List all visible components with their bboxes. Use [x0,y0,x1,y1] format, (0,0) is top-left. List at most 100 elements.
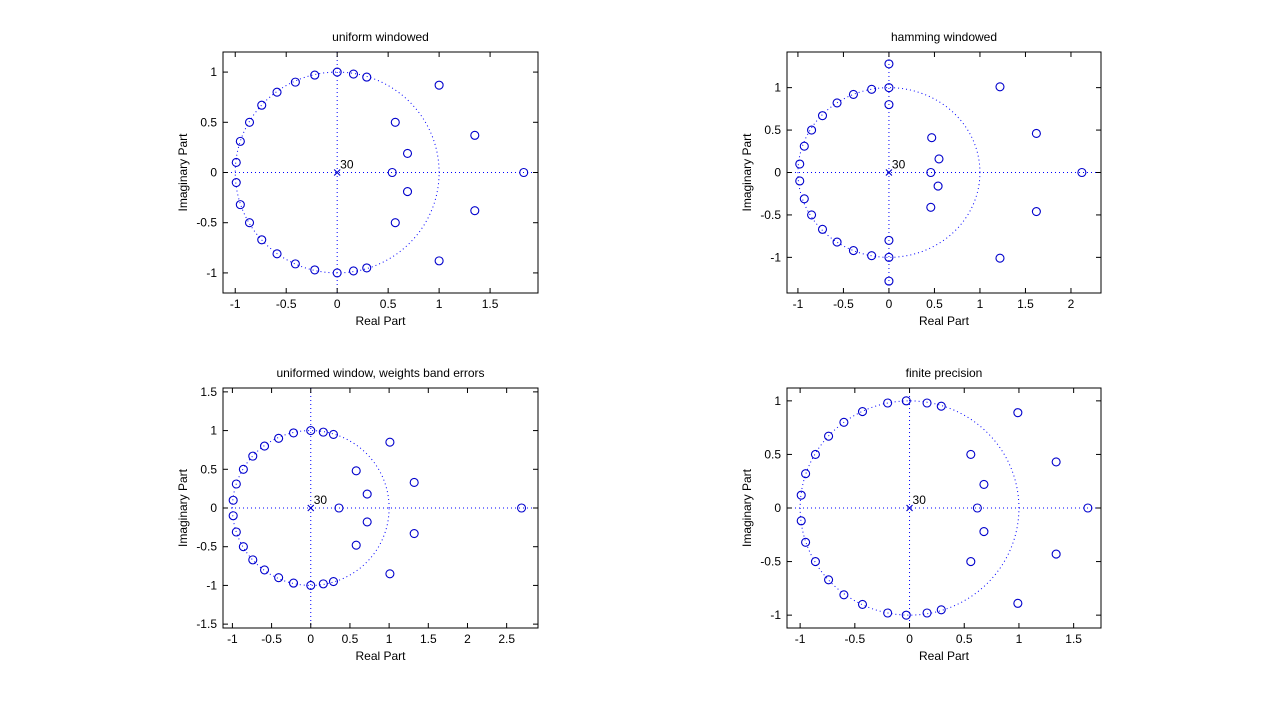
zero-marker [248,451,258,461]
y-tick-label: 1 [774,394,781,408]
zero-marker [390,117,400,127]
zero-marker [857,599,868,609]
zero-marker [274,433,284,443]
y-tick-label: -0.5 [760,555,781,569]
zero-marker [810,449,820,459]
zplane-subplot-1: -1 -0.5 0 0.5 1 1.5 -1 -0.5 0 0.5 1 30 uniform windo… [176,30,539,328]
zero-marker [290,259,300,269]
x-tick-label: 0 [906,632,913,646]
zero-marker [434,256,444,266]
zero-marker [244,117,255,127]
zero-marker [979,479,989,489]
pole-multiplicity-label: 30 [892,158,906,172]
zero-marker [884,100,894,110]
y-tick-label: 1.5 [200,385,217,399]
zero-marker [799,194,809,204]
zero-marker [884,235,894,245]
x-tick-label: 0 [886,297,893,311]
zero-marker [848,246,858,256]
zero-marker [231,479,241,489]
y-tick-label: 0.5 [764,447,781,461]
x-tick-label: -1 [227,632,238,646]
zero-marker [470,130,480,140]
zero-marker [231,157,241,168]
plot-title: uniform windowed [332,30,429,44]
zero-marker [966,449,976,459]
zero-marker [409,477,419,488]
zero-marker [235,200,245,210]
zplane-subplot-4: -1 -0.5 0 0.5 1 1.5 -1 -0.5 0 0.5 1 30 finite precis… [740,366,1102,663]
x-tick-label: 0 [307,632,314,646]
zero-marker [884,252,894,262]
unit-circle [799,400,1020,616]
zero-marker [228,511,238,521]
zero-marker [362,517,372,527]
y-tick-label: -1.5 [196,617,217,631]
x-tick-label: 0.5 [956,632,973,646]
plot-title: finite precision [906,366,983,380]
zero-marker [839,417,849,427]
zero-marker [1083,503,1093,513]
zero-marker [362,72,372,82]
zero-marker [390,218,400,228]
x-tick-label: 1.5 [482,297,499,311]
zero-marker [922,398,932,408]
zero-marker [516,503,527,513]
zero-marker [796,516,806,526]
x-tick-label: 0.5 [380,297,397,311]
x-tick-label: 2 [1068,297,1075,311]
zero-marker [274,573,284,583]
zero-marker [884,83,894,93]
zero-marker [257,235,267,245]
zero-marker [290,77,300,87]
zero-marker [288,428,299,438]
zero-marker [832,237,842,247]
x-axis-label: Real Part [919,314,970,328]
zero-marker [310,265,320,275]
zero-marker [926,202,936,212]
y-tick-label: 0 [210,166,217,180]
zero-marker [796,490,806,500]
x-axis-label: Real Part [919,649,970,663]
zero-marker [883,608,893,618]
zero-marker [1051,457,1061,467]
y-axis-label: Imaginary Part [176,133,190,212]
y-tick-label: 1 [210,424,217,438]
zero-marker [1013,408,1023,418]
zero-marker [332,67,342,77]
y-tick-label: 0 [210,501,217,515]
y-tick-label: -1 [770,608,781,622]
x-tick-label: 1.5 [420,632,437,646]
zero-marker [235,136,245,146]
plot-area [222,387,539,629]
zero-marker [306,580,316,590]
y-tick-label: -1 [206,266,217,280]
x-tick-label: 1 [1016,632,1023,646]
zero-marker [795,159,805,169]
x-tick-label: 2 [464,632,471,646]
zero-marker [348,69,359,79]
zero-marker [288,578,299,588]
y-tick-label: 0 [774,501,781,515]
zero-marker [231,527,241,537]
zero-marker [318,579,328,589]
zero-marker [807,210,817,220]
x-axis-label: Real Part [355,314,406,328]
x-tick-label: 2.5 [498,632,515,646]
zero-marker [387,167,397,178]
zero-marker [807,125,817,135]
zero-marker [519,167,529,178]
zero-marker [884,276,894,286]
zero-marker [867,251,877,261]
x-tick-label: -0.5 [844,632,865,646]
x-tick-label: 0.5 [926,297,943,311]
zero-marker [884,59,894,69]
y-tick-label: 1 [210,65,217,79]
zero-marker [922,608,932,618]
zero-marker [927,133,937,143]
y-tick-label: 0 [774,166,781,180]
zero-marker [318,427,328,437]
zero-marker [328,429,339,440]
zero-marker [817,111,828,121]
x-tick-label: -0.5 [833,297,854,311]
